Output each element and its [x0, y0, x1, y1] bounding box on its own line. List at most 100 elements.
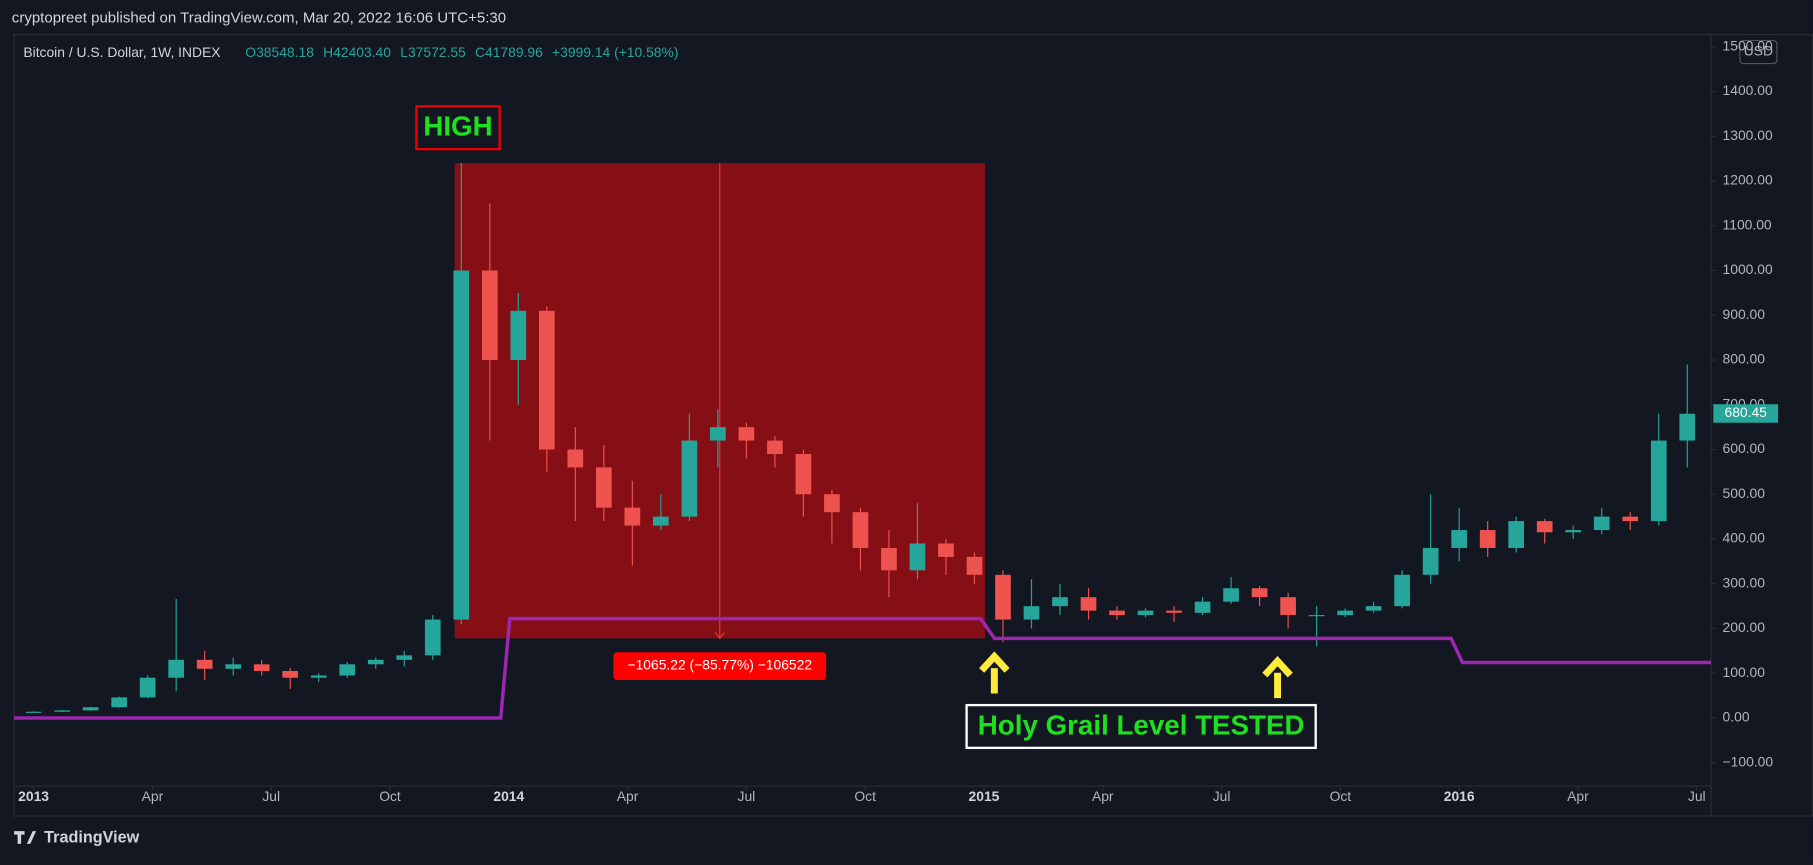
level-line — [14, 616, 1712, 720]
candle-body — [653, 516, 669, 526]
candle-body — [795, 453, 812, 495]
ohlc-value: +3999.14 (+10.58%) — [552, 44, 678, 60]
y-tick-label: 800.00 — [1723, 351, 1766, 367]
candle-body — [1023, 606, 1040, 620]
candle-body — [510, 310, 527, 361]
x-tick-label: Jul — [738, 788, 756, 804]
x-tick-label: Jul — [1688, 788, 1706, 804]
candle-body — [310, 675, 327, 678]
candle-body — [1479, 530, 1496, 548]
measure-arrow — [714, 163, 725, 640]
brand: TradingView — [44, 828, 139, 846]
x-tick-label: Oct — [379, 788, 401, 804]
candle-body — [111, 697, 127, 708]
ohlc-value: L37572.55 — [400, 44, 466, 60]
candle-body — [282, 671, 299, 678]
x-tick-label: Jul — [1213, 788, 1231, 804]
candle-body — [139, 677, 156, 698]
y-tick-label: 0.00 — [1723, 709, 1750, 725]
y-tick-label: 1100.00 — [1723, 216, 1772, 232]
candle-body — [54, 710, 70, 712]
candle-body — [1565, 530, 1582, 533]
ohlc-value: C41789.96 — [475, 44, 543, 60]
symbol: Bitcoin / U.S. Dollar, 1W, INDEX — [23, 44, 220, 60]
y-tick-label: 300.00 — [1723, 574, 1766, 590]
candle-body — [1536, 521, 1553, 533]
candle-body — [767, 440, 783, 454]
candle-body — [424, 619, 441, 656]
x-tick-label: Jul — [262, 788, 280, 804]
y-tick-label: 400.00 — [1723, 530, 1766, 546]
y-tick-label: 1300.00 — [1723, 127, 1773, 143]
candle-body — [1251, 588, 1268, 598]
candle-body — [966, 556, 983, 575]
ohlc-value: O38548.18 — [245, 44, 314, 60]
candle-body — [1451, 530, 1468, 548]
y-tick-label: 100.00 — [1723, 664, 1766, 680]
candle-body — [1308, 615, 1325, 617]
annotation-box — [415, 105, 501, 151]
candle-body — [624, 507, 641, 526]
candle-body — [1679, 413, 1696, 441]
x-tick-label: Apr — [142, 788, 164, 804]
measure-label: −1065.22 (−85.77%) −106522 — [627, 657, 812, 673]
y-tick-label: 1200.00 — [1723, 172, 1773, 188]
x-tick-label: Apr — [1567, 788, 1589, 804]
candle-body — [225, 664, 242, 669]
ohlc-value: H42403.40 — [323, 44, 391, 60]
last-price: 680.45 — [1724, 404, 1767, 420]
candle-body — [995, 574, 1011, 620]
candle-body — [1337, 610, 1353, 616]
x-tick-label: 2016 — [1444, 788, 1475, 804]
y-tick-label: 1000.00 — [1723, 261, 1773, 277]
annotation: Holy Grail Level TESTED — [978, 709, 1305, 740]
candle-body — [1137, 610, 1154, 616]
y-tick-label: 1400.00 — [1723, 82, 1773, 98]
candle-body — [1052, 597, 1068, 607]
candle-body — [738, 427, 755, 441]
currency-badge — [1739, 39, 1778, 65]
x-tick-label: Apr — [1092, 788, 1114, 804]
plot — [14, 163, 1712, 720]
ohlc-legend: O38548.18 H42403.40 L37572.55 C41789.96 +399… — [245, 44, 678, 60]
logo — [14, 831, 37, 844]
candle-body — [1166, 610, 1182, 613]
y-tick-label: 900.00 — [1723, 306, 1766, 322]
candle-body — [824, 494, 840, 513]
publisher: cryptopreet published on TradingView.com… — [12, 9, 506, 26]
measure-label-box — [613, 652, 827, 680]
candle-body — [168, 659, 185, 678]
y-tick-label: −100.00 — [1723, 753, 1774, 769]
candle-body — [453, 270, 470, 620]
arrow — [979, 651, 1010, 694]
candle-body — [852, 512, 869, 548]
annotation: HIGH — [423, 111, 492, 142]
arrow — [1262, 656, 1293, 699]
annotation-box — [965, 703, 1317, 750]
candle-body — [595, 467, 612, 508]
x-tick-label: Oct — [854, 788, 876, 804]
candle-body — [1194, 601, 1211, 613]
candle-body — [1650, 440, 1667, 522]
candle-body — [567, 449, 584, 468]
candle-body — [1422, 547, 1439, 575]
candle-body — [1080, 597, 1097, 611]
y-tick-label: 600.00 — [1723, 440, 1766, 456]
candle-body — [196, 659, 213, 669]
candle-body — [396, 655, 413, 660]
y-tick-label: 1500.00 — [1723, 37, 1773, 53]
candle-body — [481, 270, 498, 361]
candle-body — [1508, 521, 1525, 548]
candle-body — [909, 543, 926, 571]
candle-body — [1394, 574, 1410, 607]
candle-body — [367, 659, 384, 665]
candle-body — [82, 707, 99, 711]
x-tick-label: 2014 — [493, 788, 524, 804]
candle-body — [1223, 588, 1239, 602]
candle-body — [1365, 606, 1382, 611]
candle-body — [253, 664, 270, 672]
candle-body — [710, 427, 726, 441]
candle-body — [25, 711, 42, 713]
x-tick-label: 2013 — [18, 788, 49, 804]
